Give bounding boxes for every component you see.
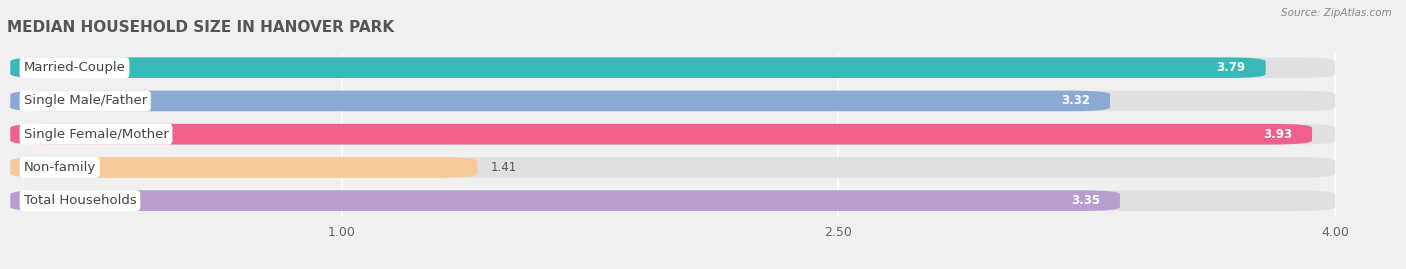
Text: 3.35: 3.35: [1071, 194, 1099, 207]
FancyBboxPatch shape: [10, 91, 1109, 111]
FancyBboxPatch shape: [10, 157, 478, 178]
Text: 3.93: 3.93: [1263, 128, 1292, 141]
Text: Non-family: Non-family: [24, 161, 96, 174]
FancyBboxPatch shape: [10, 124, 1336, 144]
Text: 3.32: 3.32: [1062, 94, 1090, 107]
Text: Total Households: Total Households: [24, 194, 136, 207]
Text: Married-Couple: Married-Couple: [24, 61, 125, 74]
Text: Single Male/Father: Single Male/Father: [24, 94, 146, 107]
Text: 1.41: 1.41: [491, 161, 517, 174]
FancyBboxPatch shape: [10, 190, 1121, 211]
Text: MEDIAN HOUSEHOLD SIZE IN HANOVER PARK: MEDIAN HOUSEHOLD SIZE IN HANOVER PARK: [7, 20, 394, 35]
Text: 3.79: 3.79: [1216, 61, 1246, 74]
FancyBboxPatch shape: [10, 91, 1336, 111]
FancyBboxPatch shape: [10, 190, 1336, 211]
FancyBboxPatch shape: [10, 57, 1336, 78]
Text: Source: ZipAtlas.com: Source: ZipAtlas.com: [1281, 8, 1392, 18]
FancyBboxPatch shape: [10, 57, 1265, 78]
Text: Single Female/Mother: Single Female/Mother: [24, 128, 169, 141]
FancyBboxPatch shape: [10, 124, 1312, 144]
FancyBboxPatch shape: [10, 157, 1336, 178]
